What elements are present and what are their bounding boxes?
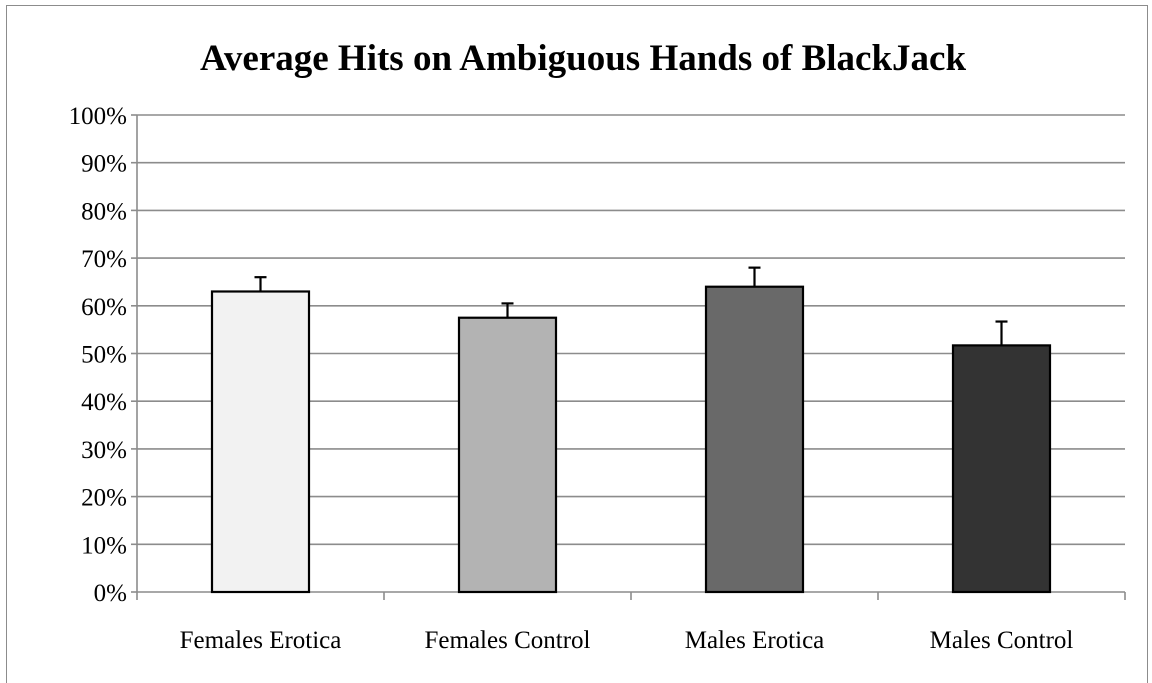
x-category-label: Females Control: [425, 627, 591, 654]
error-bars: [254, 266, 1008, 346]
y-tick-label: 20%: [81, 485, 127, 512]
y-tick-label: 0%: [94, 580, 127, 607]
y-tick-label: 60%: [81, 294, 127, 321]
x-category-label: Females Erotica: [180, 627, 342, 654]
bar-males-control: [951, 344, 1052, 594]
bars: [210, 285, 1052, 594]
chart-title: Average Hits on Ambiguous Hands of Black…: [200, 38, 967, 79]
bar-males-erotica: [704, 285, 805, 594]
y-tick-label: 10%: [81, 532, 127, 559]
x-category-label: Males Erotica: [685, 627, 825, 654]
y-tick-label: 80%: [81, 198, 127, 225]
bar-females-erotica: [210, 290, 311, 594]
y-tick-label: 30%: [81, 437, 127, 464]
y-tick-label: 70%: [81, 246, 127, 273]
y-tick-label: 40%: [81, 389, 127, 416]
y-tick-label: 50%: [81, 342, 127, 369]
y-tick-label: 100%: [69, 103, 127, 130]
y-tick-label: 90%: [81, 151, 127, 178]
y-tick-labels: 0% 10% 20% 30% 40% 50% 60% 70% 80% 90% 100%: [69, 103, 127, 607]
bar-females-control: [457, 316, 558, 594]
x-category-label: Males Control: [930, 627, 1074, 654]
x-category-labels: Females Erotica Females Control Males Erot…: [180, 627, 1074, 654]
